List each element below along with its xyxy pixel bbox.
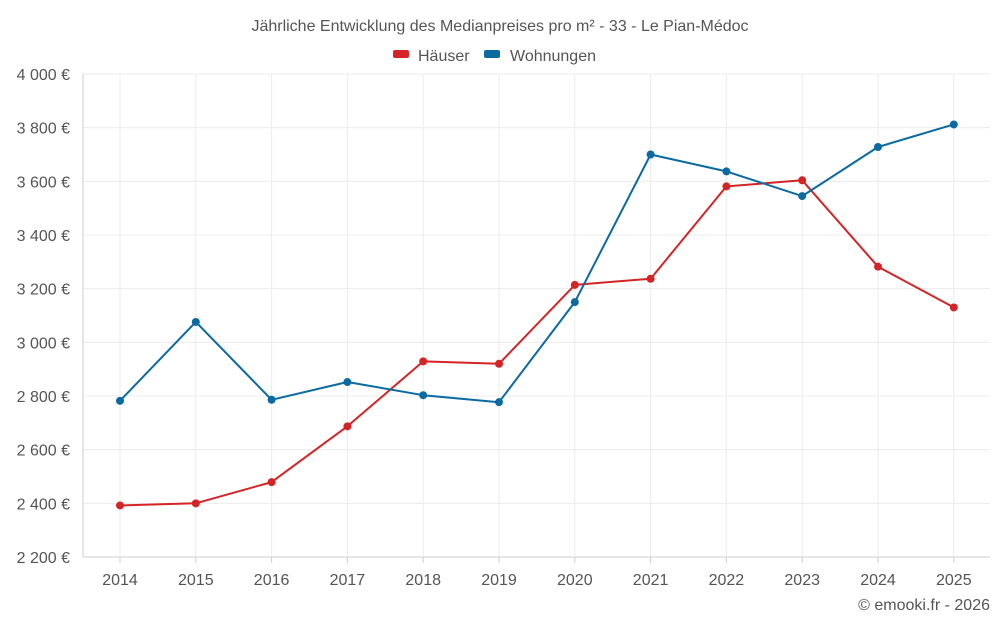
data-point-wohnungen[interactable]	[495, 398, 503, 407]
data-point-hauser[interactable]	[343, 422, 352, 431]
x-axis-labels: 2014 2015 2016 2017 2018 2019 2020 2021 2022 2023…	[102, 572, 971, 589]
data-point-wohnungen[interactable]	[267, 395, 276, 404]
y-tick-label: 3 200 €	[17, 282, 70, 299]
data-point-hauser[interactable]	[949, 303, 958, 312]
x-tick-label: 2024	[860, 572, 896, 589]
legend-swatch-wohnungen	[484, 50, 500, 58]
data-point-wohnungen[interactable]	[116, 396, 124, 405]
legend-label-hauser: Häuser	[418, 48, 470, 65]
series-line-wohnungen	[119, 123, 955, 404]
x-tick-label: 2018	[405, 572, 441, 589]
x-tick-label: 2015	[178, 572, 214, 589]
y-tick-label: 3 600 €	[17, 174, 70, 191]
data-point-wohnungen[interactable]	[949, 120, 958, 129]
y-tick-label: 2 800 €	[17, 389, 70, 406]
legend-swatch-hauser	[393, 50, 409, 58]
data-point-hauser[interactable]	[646, 274, 655, 283]
data-point-hauser[interactable]	[267, 478, 276, 487]
data-point-hauser[interactable]	[191, 499, 200, 508]
data-point-wohnungen[interactable]	[419, 391, 428, 400]
series-line-hauser	[119, 179, 955, 507]
chart-title: Jährliche Entwicklung des Medianpreises …	[251, 18, 748, 35]
data-point-hauser[interactable]	[798, 176, 807, 185]
y-tick-label: 2 400 €	[17, 496, 70, 513]
series-layer	[116, 120, 958, 510]
data-point-hauser[interactable]	[874, 262, 882, 271]
data-point-hauser[interactable]	[419, 357, 428, 366]
legend-item-hauser[interactable]: Häuser	[393, 48, 470, 65]
x-tick-label: 2014	[102, 572, 138, 589]
y-tick-label: 2 200 €	[17, 550, 70, 567]
x-tick-label: 2016	[254, 572, 290, 589]
y-tick-label: 4 000 €	[17, 67, 70, 84]
y-tick-label: 3 000 €	[17, 335, 70, 352]
copyright-text: © emooki.fr - 2026	[858, 597, 990, 614]
legend-item-wohnungen[interactable]: Wohnungen	[484, 48, 596, 65]
y-axis-labels: 2 200 € 2 400 € 2 600 € 2 800 € 3 000 € 3 200…	[17, 67, 70, 567]
y-tick-label: 2 600 €	[17, 443, 70, 460]
y-tick-label: 3 800 €	[17, 121, 70, 138]
x-tick-label: 2025	[936, 572, 972, 589]
y-tick-label: 3 400 €	[17, 228, 70, 245]
data-point-wohnungen[interactable]	[191, 317, 200, 326]
x-tick-label: 2021	[633, 572, 669, 589]
data-point-hauser[interactable]	[495, 359, 503, 368]
data-point-wohnungen[interactable]	[343, 378, 352, 387]
data-point-wohnungen[interactable]	[646, 150, 655, 159]
x-tick-label: 2019	[481, 572, 517, 589]
x-tick-label: 2022	[709, 572, 745, 589]
data-point-wohnungen[interactable]	[874, 142, 882, 151]
data-point-hauser[interactable]	[116, 501, 124, 510]
data-point-hauser[interactable]	[722, 182, 731, 191]
data-point-wohnungen[interactable]	[798, 192, 807, 201]
legend: Häuser Wohnungen	[393, 48, 596, 65]
grid	[82, 73, 990, 563]
legend-label-wohnungen: Wohnungen	[510, 48, 596, 65]
x-tick-label: 2017	[330, 572, 366, 589]
data-point-wohnungen[interactable]	[570, 298, 579, 307]
x-tick-label: 2020	[557, 572, 593, 589]
x-tick-label: 2023	[784, 572, 820, 589]
data-point-wohnungen[interactable]	[722, 167, 731, 176]
data-point-hauser[interactable]	[570, 280, 579, 289]
